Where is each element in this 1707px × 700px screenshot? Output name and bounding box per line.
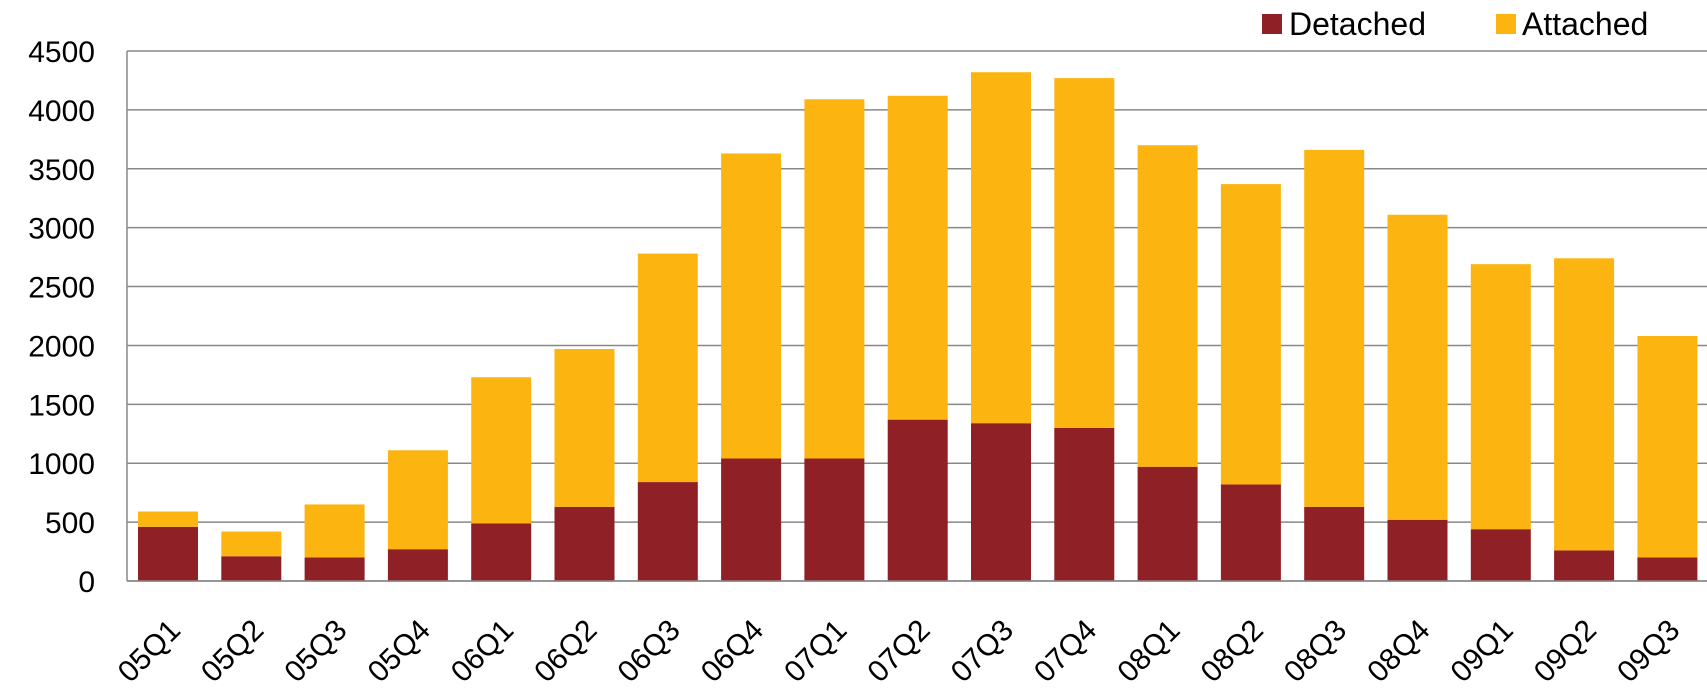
bar-detached-05q4 [387, 549, 448, 581]
bar-detached-07q1 [804, 458, 865, 581]
bar-detached-06q1 [471, 523, 532, 581]
y-tick-label: 500 [45, 507, 95, 540]
bar-attached-05q3 [304, 504, 365, 558]
x-tick-label: 05Q2 [195, 614, 270, 689]
x-tick-label: 09Q2 [1528, 614, 1603, 689]
bar-attached-09q3 [1637, 336, 1698, 558]
bar-attached-08q1 [1137, 145, 1198, 467]
x-tick-label: 08Q1 [1111, 614, 1186, 689]
bar-detached-08q4 [1387, 519, 1448, 581]
y-tick-label: 2500 [28, 272, 95, 305]
x-tick-label: 08Q3 [1278, 614, 1353, 689]
bar-attached-08q3 [1304, 149, 1365, 507]
bar-attached-06q4 [721, 153, 782, 459]
x-tick-label: 07Q4 [1028, 614, 1103, 689]
x-tick-label: 05Q3 [278, 614, 353, 689]
y-axis: 0 500 1000 1500 2000 2500 3000 3500 4000 4500 [28, 36, 128, 599]
bar-detached-09q1 [1470, 529, 1531, 581]
x-tick-label: 08Q4 [1361, 614, 1436, 689]
bar-detached-08q2 [1220, 484, 1281, 581]
x-tick-label: 07Q1 [778, 614, 853, 689]
bar-attached-06q1 [471, 377, 532, 524]
legend-swatch-attached [1496, 14, 1516, 34]
bar-detached-09q2 [1554, 550, 1615, 581]
bar-attached-07q4 [1054, 78, 1115, 428]
x-tick-label: 07Q2 [861, 614, 936, 689]
bar-detached-06q4 [721, 458, 782, 581]
x-axis: 05Q1 05Q2 05Q3 05Q4 06Q1 06Q2 06Q3 06Q4 07Q1 07Q2… [112, 580, 1707, 689]
x-tick-label: 07Q3 [945, 614, 1020, 689]
y-tick-label: 3000 [28, 213, 95, 246]
legend-swatch-detached [1262, 14, 1282, 34]
bar-detached-05q2 [221, 556, 282, 581]
bar-detached-07q3 [971, 423, 1031, 581]
bar-attached-09q2 [1554, 258, 1615, 551]
bar-detached-05q1 [138, 526, 198, 581]
y-tick-label: 4500 [28, 36, 95, 69]
legend: Detached Attached [1262, 6, 1648, 42]
bar-attached-05q1 [138, 511, 198, 527]
x-tick-label: 09Q3 [1611, 614, 1686, 689]
bar-detached-07q4 [1054, 427, 1115, 581]
bar-detached-08q1 [1137, 466, 1198, 581]
y-tick-label: 0 [78, 566, 95, 599]
bar-detached-06q3 [637, 482, 698, 581]
y-tick-label: 1500 [28, 389, 95, 422]
x-tick-label: 09Q1 [1445, 614, 1520, 689]
bar-attached-05q2 [221, 531, 282, 557]
x-tick-label: 06Q2 [528, 614, 603, 689]
bar-attached-07q2 [887, 95, 948, 420]
x-tick-label: 08Q2 [1195, 614, 1270, 689]
bar-detached-06q2 [554, 506, 615, 581]
legend-label-attached: Attached [1522, 6, 1648, 42]
x-tick-label: 05Q4 [362, 614, 437, 689]
x-tick-label: 05Q1 [112, 614, 187, 689]
x-tick-label: 06Q3 [612, 614, 687, 689]
bar-detached-09q3 [1637, 557, 1698, 581]
bar-attached-05q4 [387, 450, 448, 550]
bar-attached-09q1 [1470, 264, 1531, 530]
x-tick-label: 06Q4 [695, 614, 770, 689]
y-tick-label: 1000 [28, 448, 95, 481]
x-tick-label: 06Q1 [445, 614, 520, 689]
bar-attached-07q3 [971, 72, 1031, 424]
bar-attached-07q1 [804, 99, 865, 459]
bars [138, 72, 1698, 581]
bar-detached-05q3 [304, 557, 365, 581]
bar-detached-08q3 [1304, 506, 1365, 581]
bar-attached-08q2 [1220, 184, 1281, 485]
y-tick-label: 3500 [28, 154, 95, 187]
bar-attached-08q4 [1387, 214, 1448, 520]
y-tick-label: 2000 [28, 330, 95, 363]
bar-attached-06q2 [554, 348, 615, 507]
y-tick-label: 4000 [28, 95, 95, 128]
bar-detached-07q2 [887, 419, 948, 581]
bar-attached-06q3 [637, 253, 698, 483]
legend-label-detached: Detached [1289, 6, 1426, 42]
